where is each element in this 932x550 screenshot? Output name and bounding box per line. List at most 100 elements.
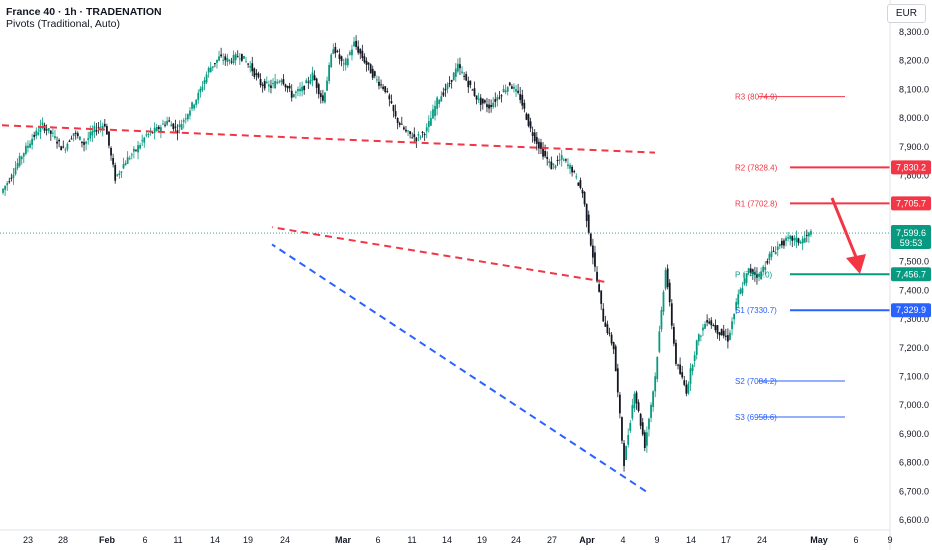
candle-body <box>654 376 657 392</box>
candle-body <box>342 63 345 65</box>
candle-body <box>114 165 117 181</box>
candle-body <box>805 235 808 237</box>
candle-body <box>344 58 347 66</box>
candle-body <box>766 260 769 264</box>
forecast-arrow-head <box>846 254 866 274</box>
time-axis[interactable]: 23 28 Feb 6 11 14 19 24 Mar 6 11 14 19 24 27 Apr 4 9 14 17 2… <box>0 529 893 545</box>
candle-body <box>22 153 25 157</box>
candle-body <box>384 86 387 92</box>
candle-body <box>276 81 279 84</box>
trendline <box>1 124 656 154</box>
candle-body <box>297 89 299 92</box>
candle-body <box>294 91 297 94</box>
candle-body <box>31 138 34 145</box>
candle-body <box>93 126 96 133</box>
currency-button[interactable]: EUR <box>886 4 926 23</box>
candle-body <box>359 48 362 54</box>
candle-body <box>479 97 482 105</box>
candle-body <box>521 94 524 106</box>
candle-body <box>791 236 794 241</box>
candle-body <box>731 321 733 330</box>
candle-body <box>770 251 773 257</box>
candle-body <box>164 124 166 126</box>
candle-body <box>471 89 474 91</box>
candle-body <box>116 174 119 176</box>
candle-body <box>467 80 470 88</box>
candle-body <box>4 185 7 190</box>
candle-body <box>174 126 177 128</box>
x-tick-label: 11 <box>173 535 182 545</box>
candle-body <box>209 67 212 73</box>
price-axis[interactable]: 8,300.0 8,200.0 8,100.0 8,000.0 7,900.0 7,800… <box>889 0 929 550</box>
candle-body <box>741 288 744 294</box>
candle-body <box>513 86 515 89</box>
candle-body <box>184 118 187 120</box>
candle-body <box>201 86 204 91</box>
candle-body <box>751 269 754 275</box>
candle-body <box>666 268 669 288</box>
y-tick-label: 8,100.0 <box>899 84 929 94</box>
candle-body <box>423 134 426 136</box>
candle-body <box>465 73 468 81</box>
candle-body <box>336 50 339 52</box>
candle-body <box>24 145 27 154</box>
candle-body <box>91 131 94 136</box>
candle-body <box>508 82 511 86</box>
candle-body <box>452 72 455 81</box>
candle-body <box>78 136 81 141</box>
candle-body <box>378 81 380 86</box>
candle-body <box>637 402 640 412</box>
candle-body <box>27 145 29 148</box>
candle-body <box>226 58 229 62</box>
candle-body <box>747 268 750 274</box>
candle-body <box>41 122 44 125</box>
candle-body <box>261 84 264 87</box>
candle-body <box>348 52 351 55</box>
candle-body <box>247 63 250 65</box>
candle-body <box>772 250 775 252</box>
price-box-label: 7,705.7 <box>896 198 926 208</box>
candle-body <box>598 284 601 292</box>
candle-body <box>803 237 806 243</box>
candle-body <box>419 136 422 138</box>
candle-body <box>197 92 200 100</box>
candle-body <box>778 243 781 247</box>
plot-area[interactable] <box>0 35 890 472</box>
candle-body <box>132 148 135 152</box>
candle-body <box>257 73 260 78</box>
price-box <box>891 267 931 282</box>
candle-body <box>544 150 547 157</box>
candle-body <box>517 90 520 93</box>
candle-body <box>712 325 715 327</box>
candle-body <box>575 176 578 178</box>
pivot-label: R1 (7702.8) <box>735 199 778 208</box>
candle-body <box>488 104 490 109</box>
candle-body <box>402 127 405 130</box>
candle-body <box>726 335 729 342</box>
candle-body <box>51 132 54 134</box>
candle-body <box>459 64 461 69</box>
candle-body <box>446 84 449 90</box>
candle-body <box>537 141 540 149</box>
candle-body <box>286 86 289 89</box>
candle-body <box>685 384 688 394</box>
candle-body <box>6 183 9 186</box>
candle-body <box>469 80 472 85</box>
candle-body <box>456 63 459 72</box>
candle-body <box>338 54 341 60</box>
candle-body <box>540 142 542 149</box>
candle-body <box>481 98 484 104</box>
candle-body <box>606 324 609 334</box>
candle-body <box>205 74 208 83</box>
candle-body <box>444 88 447 91</box>
pivot-label: S1 (7330.7) <box>735 306 777 315</box>
candle-body <box>735 302 738 311</box>
candle-body <box>645 432 648 446</box>
x-tick-label: Feb <box>99 535 116 545</box>
candle-body <box>648 418 650 430</box>
candle-body <box>70 138 73 140</box>
candle-body <box>774 252 777 255</box>
candle-body <box>789 235 792 240</box>
candle-body <box>240 53 243 61</box>
